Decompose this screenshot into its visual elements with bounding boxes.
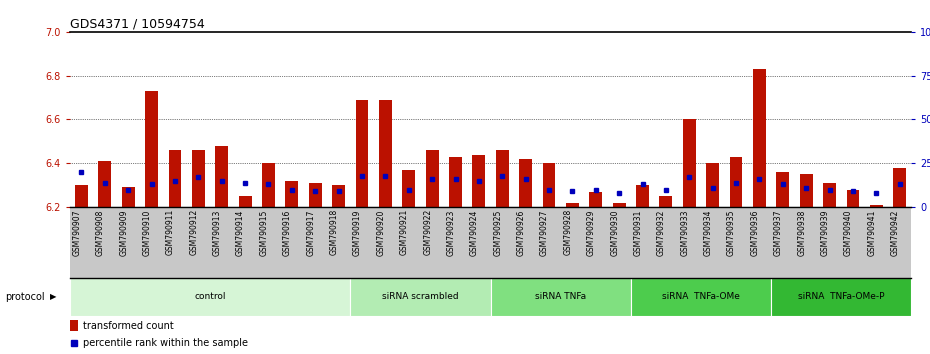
Bar	[823, 183, 836, 207]
Text: percentile rank within the sample: percentile rank within the sample	[83, 338, 248, 348]
Bar	[426, 150, 439, 207]
Bar	[70, 320, 78, 331]
Bar	[683, 120, 696, 207]
Bar	[70, 278, 351, 316]
Text: GSM790910: GSM790910	[142, 209, 152, 256]
Text: GSM790914: GSM790914	[236, 209, 246, 256]
Bar	[590, 192, 603, 207]
Text: ▶: ▶	[50, 292, 56, 301]
Text: GSM790917: GSM790917	[306, 209, 315, 256]
Text: GDS4371 / 10594754: GDS4371 / 10594754	[70, 17, 205, 30]
Text: control: control	[194, 292, 226, 301]
Bar	[496, 150, 509, 207]
Text: GSM790922: GSM790922	[423, 209, 432, 256]
Bar	[351, 278, 490, 316]
Text: GSM790933: GSM790933	[681, 209, 689, 256]
Text: siRNA  TNFa-OMe: siRNA TNFa-OMe	[662, 292, 740, 301]
Text: GSM790931: GSM790931	[633, 209, 643, 256]
Text: GSM790908: GSM790908	[96, 209, 105, 256]
Text: GSM790919: GSM790919	[353, 209, 362, 256]
Bar	[403, 170, 415, 207]
Text: GSM790923: GSM790923	[446, 209, 456, 256]
Bar	[753, 69, 766, 207]
Text: GSM790909: GSM790909	[119, 209, 128, 256]
Bar	[309, 183, 322, 207]
Text: GSM790916: GSM790916	[283, 209, 292, 256]
Bar	[332, 185, 345, 207]
Text: GSM790938: GSM790938	[797, 209, 806, 256]
Text: GSM790941: GSM790941	[868, 209, 876, 256]
Text: GSM790924: GSM790924	[470, 209, 479, 256]
Bar	[262, 163, 275, 207]
Bar	[215, 146, 228, 207]
Text: siRNA scrambled: siRNA scrambled	[382, 292, 458, 301]
Bar	[449, 157, 462, 207]
Bar	[286, 181, 299, 207]
Text: GSM790940: GSM790940	[844, 209, 853, 256]
Text: GSM790907: GSM790907	[73, 209, 82, 256]
Bar	[472, 154, 485, 207]
Text: GSM790936: GSM790936	[751, 209, 760, 256]
Bar	[631, 278, 771, 316]
Bar	[771, 278, 911, 316]
Text: GSM790937: GSM790937	[774, 209, 783, 256]
Text: GSM790912: GSM790912	[190, 209, 198, 256]
Bar	[730, 157, 742, 207]
Text: GSM790927: GSM790927	[540, 209, 549, 256]
Bar	[659, 196, 672, 207]
Bar	[99, 161, 112, 207]
Text: GSM790932: GSM790932	[657, 209, 666, 256]
Bar	[519, 159, 532, 207]
Bar	[355, 100, 368, 207]
Text: GSM790918: GSM790918	[329, 209, 339, 256]
Bar	[491, 278, 631, 316]
Bar	[846, 189, 859, 207]
Text: GSM790939: GSM790939	[820, 209, 830, 256]
Text: siRNA  TNFa-OMe-P: siRNA TNFa-OMe-P	[798, 292, 884, 301]
Bar	[777, 172, 790, 207]
Bar	[613, 203, 626, 207]
Bar	[636, 185, 649, 207]
Bar	[239, 196, 251, 207]
Bar	[379, 100, 392, 207]
Bar	[192, 150, 205, 207]
Text: GSM790921: GSM790921	[400, 209, 409, 256]
Text: GSM790911: GSM790911	[166, 209, 175, 256]
Bar	[800, 174, 813, 207]
Text: GSM790935: GSM790935	[727, 209, 736, 256]
Bar	[706, 163, 719, 207]
Text: siRNA TNFa: siRNA TNFa	[535, 292, 586, 301]
Bar	[566, 203, 578, 207]
Text: GSM790925: GSM790925	[493, 209, 502, 256]
Bar	[122, 187, 135, 207]
Bar	[542, 163, 555, 207]
Text: GSM790930: GSM790930	[610, 209, 619, 256]
Text: protocol: protocol	[5, 292, 45, 302]
Text: GSM790915: GSM790915	[259, 209, 269, 256]
Bar	[168, 150, 181, 207]
Text: GSM790913: GSM790913	[213, 209, 221, 256]
Bar	[75, 185, 87, 207]
Text: transformed count: transformed count	[83, 321, 174, 331]
Bar	[894, 168, 906, 207]
Text: GSM790926: GSM790926	[517, 209, 525, 256]
Bar	[145, 91, 158, 207]
Text: GSM790942: GSM790942	[891, 209, 899, 256]
Text: GSM790934: GSM790934	[704, 209, 712, 256]
Text: GSM790928: GSM790928	[564, 209, 572, 256]
Text: GSM790920: GSM790920	[377, 209, 385, 256]
Text: GSM790929: GSM790929	[587, 209, 596, 256]
Bar	[870, 205, 883, 207]
